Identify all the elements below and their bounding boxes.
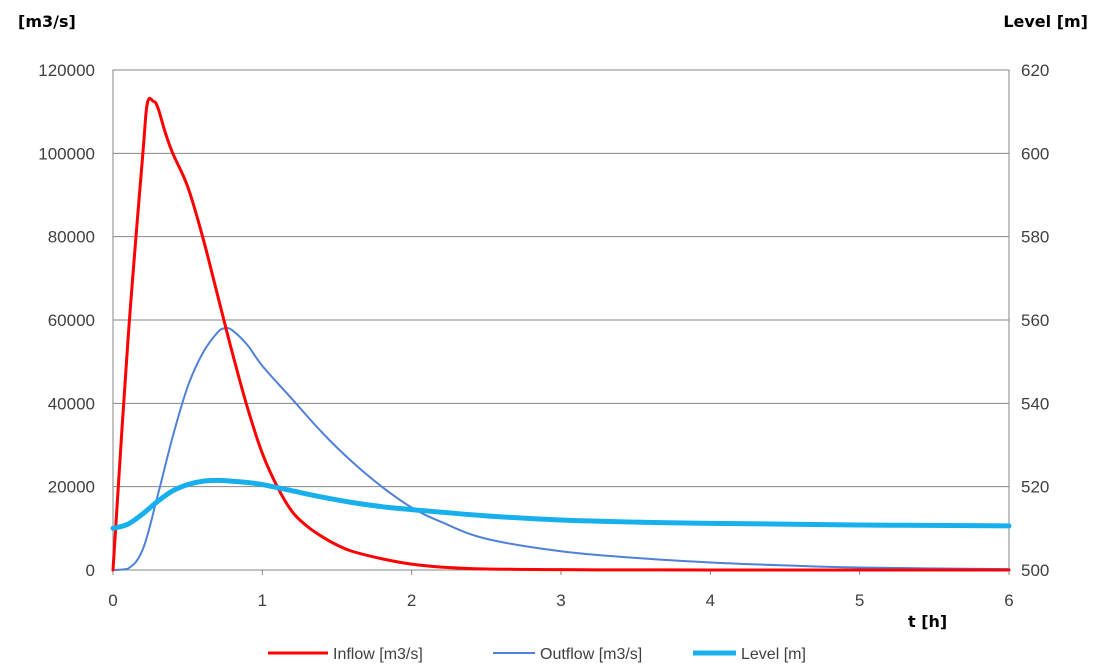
y-right-tick-label: 540 xyxy=(1021,394,1049,413)
y-right-tick-label: 520 xyxy=(1021,478,1049,497)
y-right-tick-label: 560 xyxy=(1021,311,1049,330)
legend-label: Level [m] xyxy=(741,646,806,663)
x-tick-label: 0 xyxy=(108,591,117,610)
y-left-tick-label: 80000 xyxy=(48,228,95,247)
series-line-inflow xyxy=(111,96,1011,572)
left-axis-title: [m3/s] xyxy=(18,12,76,31)
y-left-tick-label: 120000 xyxy=(38,61,95,80)
legend-item: Level [m] xyxy=(693,646,806,663)
legend: Inflow [m3/s] Outflow [m3/s] Level [m] xyxy=(268,646,806,663)
legend-label: Outflow [m3/s] xyxy=(540,646,642,663)
y-left-tick-label: 100000 xyxy=(38,144,95,163)
y-left-tick-label: 60000 xyxy=(48,311,95,330)
y-left-tick-label: 0 xyxy=(86,561,95,580)
x-tick-label: 5 xyxy=(855,591,864,610)
legend-label: Inflow [m3/s] xyxy=(333,646,423,663)
x-tick-label: 6 xyxy=(1004,591,1013,610)
x-tick-label: 4 xyxy=(706,591,715,610)
x-axis-title: t [h] xyxy=(908,612,947,631)
y-left-tick-label: 40000 xyxy=(48,394,95,413)
series-line-level xyxy=(110,477,1012,531)
y-right-tick-label: 620 xyxy=(1021,61,1049,80)
x-tick-label: 1 xyxy=(258,591,267,610)
y-right-tick-label: 600 xyxy=(1021,144,1049,163)
gridlines xyxy=(113,69,1009,571)
legend-item: Inflow [m3/s] xyxy=(268,646,423,663)
y-right-tick-label: 580 xyxy=(1021,228,1049,247)
series-lines xyxy=(110,96,1012,572)
right-axis-title: Level [m] xyxy=(1003,12,1088,31)
legend-item: Outflow [m3/s] xyxy=(493,646,642,663)
y-right-tick-label: 500 xyxy=(1021,561,1049,580)
x-tick-label: 3 xyxy=(556,591,565,610)
y-left-tick-label: 20000 xyxy=(48,478,95,497)
series-line-outflow xyxy=(112,327,1010,571)
x-tick-label: 2 xyxy=(407,591,416,610)
tick-labels: 0200004000060000800001000001200005005205… xyxy=(38,61,1049,610)
